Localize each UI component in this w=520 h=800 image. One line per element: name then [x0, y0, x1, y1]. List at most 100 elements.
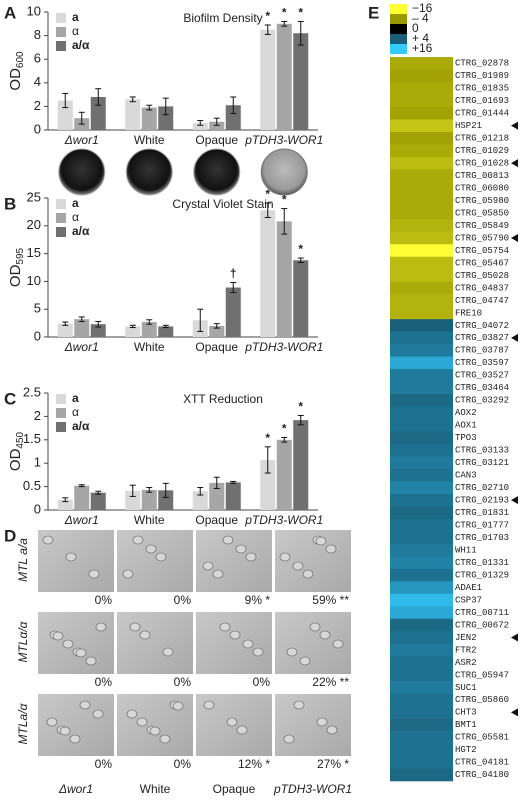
heatmap-cell [390, 369, 453, 382]
micrograph [196, 530, 272, 592]
percent-label: 22% ** [312, 675, 349, 689]
gene-label: AOX1 [455, 421, 477, 431]
y-axis-label-sub: 595 [15, 247, 26, 264]
heatmap-cell [390, 356, 453, 370]
cell [245, 552, 257, 562]
heatmap-cell [390, 731, 453, 744]
gene-label: CTRG_05581 [455, 733, 509, 743]
bar [209, 482, 225, 510]
gene-label: CTRG_04181 [455, 758, 509, 768]
bar [74, 319, 90, 337]
bar [293, 420, 309, 510]
heatmap-cell [390, 668, 453, 682]
heatmap-cell [390, 581, 453, 595]
gene-label: HGT2 [455, 745, 477, 755]
heatmap-cell [390, 618, 453, 632]
y-tick-label: 0 [34, 121, 41, 136]
heatmap-cell [390, 181, 453, 195]
gene-label: CTRG_05754 [455, 246, 509, 256]
bar [141, 107, 157, 130]
heatmap-cell [390, 344, 453, 357]
legend-swatch [56, 41, 66, 51]
cell [95, 622, 107, 632]
y-tick-label: 2 [34, 408, 41, 423]
gene-label: CTRG_00813 [455, 171, 509, 181]
heatmap-cell [390, 69, 453, 83]
heatmap-cell [390, 568, 453, 582]
heatmap-cell [390, 119, 453, 133]
cell [286, 647, 298, 657]
well-images [58, 148, 308, 196]
heatmap-cell [390, 231, 453, 245]
column-label: pTDH3-WOR1 [273, 782, 352, 796]
panel-label: A [4, 3, 16, 22]
percent-label: 0% [174, 593, 192, 607]
significance-marker: † [230, 267, 237, 281]
gene-label: CTRG_01835 [455, 84, 509, 94]
x-tick-label: Opaque [195, 133, 238, 147]
legend-swatch [56, 408, 66, 418]
marker-arrow [511, 159, 518, 168]
colorbar-swatch [390, 14, 407, 24]
cell [212, 569, 224, 579]
cell [52, 631, 64, 641]
cell [132, 535, 144, 545]
y-axis-label: OD595 [7, 247, 26, 287]
row-label: MTL a/a [16, 538, 30, 582]
heatmap-cell [390, 606, 453, 620]
y-axis-label-sub: 600 [15, 51, 26, 68]
heatmap-cell [390, 643, 453, 657]
legend-label: a [72, 391, 79, 405]
cell [325, 544, 337, 554]
legend-swatch [56, 422, 66, 432]
cell [326, 725, 338, 735]
x-tick-label: pTDH3-WOR1 [244, 340, 323, 354]
legend-swatch [56, 27, 66, 37]
cell [92, 709, 104, 719]
cell [162, 647, 174, 657]
panel-label: B [4, 194, 16, 213]
y-tick-label: 8 [34, 27, 41, 42]
heatmap-cell [390, 319, 453, 332]
cell [315, 536, 327, 546]
colorbar-swatch [390, 44, 407, 54]
heatmap-cell [390, 406, 453, 420]
heatmap-cell [390, 656, 453, 669]
heatmap-cell [390, 456, 453, 470]
gene-label: TPO3 [455, 433, 477, 443]
percent-label: 12% * [238, 757, 270, 771]
y-tick-label: 4 [34, 74, 41, 89]
heatmap-cell [390, 631, 453, 644]
y-tick-label: 15 [27, 245, 41, 260]
cell [302, 569, 314, 579]
bar [90, 96, 106, 130]
colorbar-label: −16 [412, 1, 433, 15]
heatmap-cell [390, 269, 453, 282]
gene-label: BMT1 [455, 720, 477, 730]
heatmap-cell [390, 556, 453, 570]
gene-label: CTRG_05947 [455, 670, 509, 680]
bar [209, 325, 225, 337]
cell [219, 622, 231, 632]
heatmap-cell [390, 593, 453, 607]
heatmap-cell [390, 306, 453, 320]
legend-label: a/α [72, 419, 90, 433]
y-tick-label: 2 [34, 98, 41, 113]
cell [65, 552, 77, 562]
bar [90, 324, 106, 337]
bar [125, 490, 141, 510]
marker-arrow [511, 633, 518, 642]
cell [226, 717, 238, 727]
cell [46, 717, 58, 727]
well [260, 148, 308, 196]
y-tick-label: 1.5 [23, 431, 41, 446]
significance-marker: * [298, 400, 303, 414]
heatmap-cell [390, 518, 453, 532]
cell [69, 734, 81, 744]
cell [62, 639, 74, 649]
cell [59, 726, 71, 736]
column-label: White [140, 782, 171, 796]
y-axis-label-sub: 450 [15, 431, 26, 448]
bar [141, 321, 157, 337]
cell [42, 535, 54, 545]
